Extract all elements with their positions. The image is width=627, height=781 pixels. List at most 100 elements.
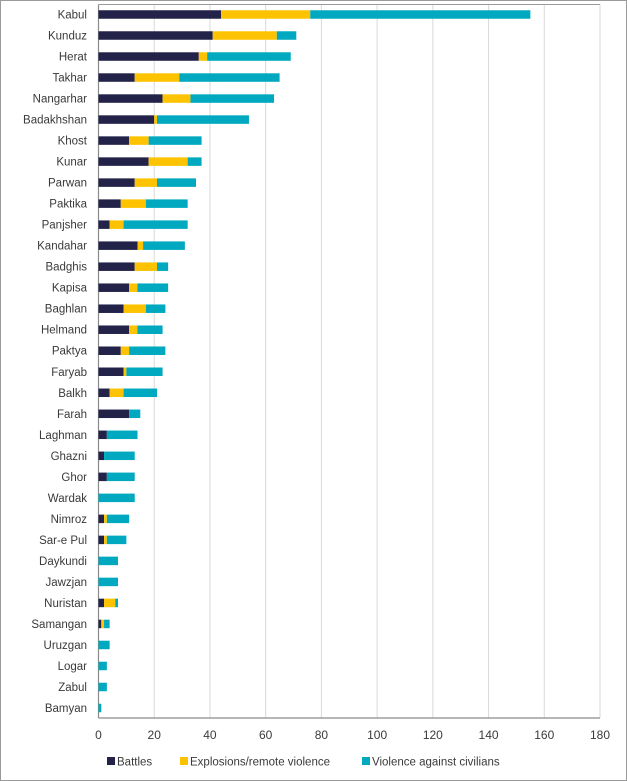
- bar-kunduz-explosions-remote-violence: [212, 31, 277, 40]
- category-label: Badghis: [45, 262, 87, 274]
- x-tick-label: 120: [423, 728, 443, 742]
- category-label: Kunduz: [48, 31, 87, 43]
- bar-kunar-battles: [98, 157, 149, 166]
- x-tick-label: 140: [479, 728, 499, 742]
- bar-faryab-violence-against-civilians: [126, 367, 163, 377]
- bar-nuristan-battles: [98, 598, 105, 608]
- bar-kandahar-explosions-remote-violence: [137, 241, 144, 250]
- category-label: Kunar: [56, 157, 87, 169]
- x-tick-label: 180: [590, 728, 610, 742]
- bar-takhar-explosions-remote-violence: [134, 73, 180, 82]
- bar-nimroz-battles: [98, 514, 105, 524]
- bar-kapisa-battles: [98, 283, 130, 292]
- bar-bamyan-violence-against-civilians: [98, 703, 102, 713]
- category-label: Jawzjan: [45, 577, 87, 589]
- bar-paktika-battles: [98, 199, 121, 208]
- category-label: Kabul: [58, 10, 87, 22]
- category-label: Helmand: [41, 325, 87, 337]
- bar-farah-violence-against-civilians: [129, 409, 141, 419]
- bar-faryab-explosions-remote-violence: [123, 367, 127, 377]
- bar-nangarhar-battles: [98, 94, 163, 103]
- bar-sar-e-pul-violence-against-civilians: [106, 535, 127, 545]
- bar-paktya-explosions-remote-violence: [120, 346, 130, 355]
- bar-ghazni-battles: [98, 451, 105, 461]
- legend-swatch: [362, 757, 370, 765]
- x-tick-label: 100: [367, 728, 387, 742]
- bar-ghazni-violence-against-civilians: [104, 451, 135, 461]
- bar-samangan-battles: [98, 619, 102, 629]
- category-label: Bamyan: [45, 703, 87, 715]
- bar-nuristan-explosions-remote-violence: [104, 598, 116, 608]
- bar-kapisa-explosions-remote-violence: [129, 283, 138, 292]
- category-label: Farah: [57, 409, 87, 421]
- bar-ghor-battles: [98, 472, 107, 482]
- bar-samangan-explosions-remote-violence: [101, 619, 105, 629]
- bar-nuristan-violence-against-civilians: [115, 598, 119, 608]
- bar-khost-battles: [98, 136, 130, 145]
- category-label: Balkh: [58, 388, 87, 400]
- bar-sar-e-pul-battles: [98, 535, 105, 545]
- category-label: Badakhshan: [23, 115, 87, 127]
- bar-nimroz-explosions-remote-violence: [104, 514, 107, 524]
- bar-herat-explosions-remote-violence: [198, 52, 208, 61]
- bar-kabul-battles: [98, 10, 222, 19]
- bar-paktya-violence-against-civilians: [129, 346, 166, 355]
- bar-wardak-violence-against-civilians: [98, 493, 135, 503]
- bar-kabul-explosions-remote-violence: [221, 10, 311, 19]
- category-label: Uruzgan: [44, 640, 87, 652]
- bar-paktika-violence-against-civilians: [145, 199, 188, 208]
- bar-nangarhar-violence-against-civilians: [190, 94, 275, 103]
- bar-laghman-violence-against-civilians: [106, 430, 138, 440]
- bar-paktya-battles: [98, 346, 121, 355]
- bar-kandahar-violence-against-civilians: [143, 241, 185, 250]
- bar-khost-explosions-remote-violence: [129, 136, 149, 145]
- bar-baghlan-explosions-remote-violence: [123, 304, 146, 313]
- bar-kunar-explosions-remote-violence: [148, 157, 188, 166]
- category-label: Herat: [59, 52, 88, 64]
- bar-samangan-violence-against-civilians: [104, 619, 110, 629]
- legend-label: Battles: [117, 757, 152, 769]
- legend-label: Violence against civilians: [372, 757, 500, 769]
- bar-nimroz-violence-against-civilians: [106, 514, 130, 524]
- category-label: Logar: [58, 661, 88, 673]
- bar-zabul-violence-against-civilians: [98, 682, 107, 692]
- category-label: Parwan: [48, 178, 87, 190]
- bar-badakhshan-explosions-remote-violence: [154, 115, 158, 124]
- legend-swatch: [107, 757, 115, 765]
- bar-panjsher-explosions-remote-violence: [109, 220, 124, 229]
- bar-uruzgan-violence-against-civilians: [98, 640, 110, 650]
- x-tick-label: 40: [203, 728, 217, 742]
- bar-kunduz-battles: [98, 31, 213, 40]
- category-label: Ghazni: [51, 451, 87, 463]
- category-label: Zabul: [58, 682, 87, 694]
- category-label: Khost: [58, 136, 88, 148]
- category-label: Nimroz: [51, 514, 88, 526]
- bar-balkh-battles: [98, 388, 110, 398]
- bar-badghis-battles: [98, 262, 135, 271]
- bar-badghis-explosions-remote-violence: [134, 262, 158, 271]
- x-tick-label: 20: [148, 728, 162, 742]
- bar-helmand-violence-against-civilians: [137, 325, 163, 334]
- category-label: Panjsher: [42, 220, 88, 232]
- category-label: Paktika: [49, 199, 87, 211]
- category-label: Takhar: [52, 73, 87, 85]
- bar-laghman-battles: [98, 430, 107, 440]
- category-label: Sar-e Pul: [39, 535, 87, 547]
- bar-parwan-battles: [98, 178, 135, 187]
- category-label: Nangarhar: [33, 94, 88, 106]
- bar-daykundi-violence-against-civilians: [98, 556, 119, 566]
- bar-herat-violence-against-civilians: [207, 52, 291, 61]
- x-tick-label: 60: [259, 728, 273, 742]
- bar-panjsher-battles: [98, 220, 110, 229]
- bar-baghlan-violence-against-civilians: [145, 304, 166, 313]
- bar-herat-battles: [98, 52, 199, 61]
- bar-nangarhar-explosions-remote-violence: [162, 94, 191, 103]
- category-label: Faryab: [51, 367, 87, 379]
- x-tick-label: 160: [534, 728, 554, 742]
- bar-logar-violence-against-civilians: [98, 661, 107, 671]
- category-label: Laghman: [39, 430, 87, 442]
- bar-balkh-violence-against-civilians: [123, 388, 158, 398]
- category-label: Kandahar: [37, 241, 87, 253]
